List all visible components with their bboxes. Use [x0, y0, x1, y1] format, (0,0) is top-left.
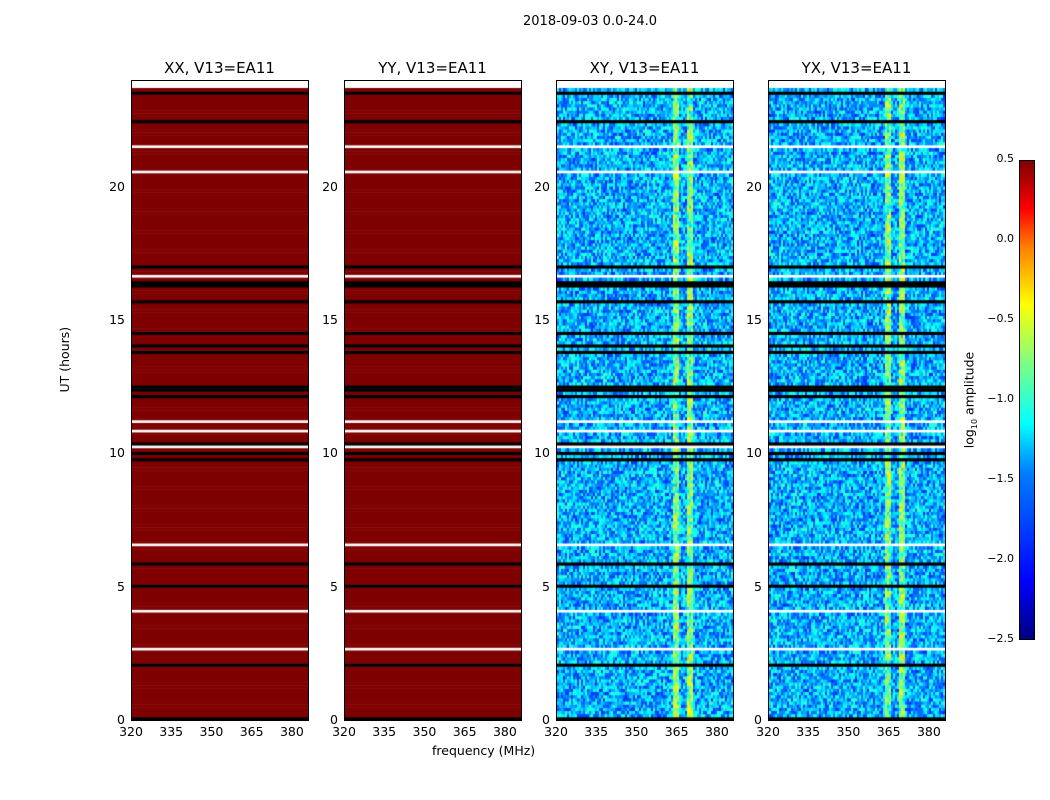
panel-title: YX, V13=EA11 — [801, 59, 912, 77]
x-tick-label: 380 — [279, 724, 304, 739]
x-tick-label: 365 — [452, 724, 477, 739]
colorbar-tick-label: −2.5 — [987, 632, 1014, 645]
heatmap-panel — [344, 80, 522, 721]
figure-title: 2018-09-03 0.0-24.0 — [523, 14, 657, 29]
x-tick-label: 320 — [119, 724, 143, 739]
y-tick-label: 10 — [109, 445, 125, 461]
x-tick-label: 365 — [239, 724, 264, 739]
y-tick-label: 15 — [534, 312, 550, 327]
x-tick-label: 380 — [704, 724, 729, 739]
y-tick-label: 5 — [754, 578, 762, 594]
x-tick-label: 335 — [584, 724, 609, 739]
x-tick-label: 350 — [412, 724, 437, 739]
y-tick-label: 5 — [117, 578, 125, 594]
x-tick-label: 380 — [492, 724, 517, 739]
heatmap-panel — [131, 80, 309, 721]
x-axis-label: frequency (MHz) — [432, 743, 536, 758]
y-tick-label: 5 — [330, 578, 338, 594]
x-tick-label: 320 — [544, 724, 568, 739]
x-tick-label: 335 — [372, 724, 397, 739]
colorbar-tick-label: −2.0 — [987, 552, 1014, 565]
heatmap-panel — [556, 80, 734, 721]
colorbar-tick-label: −1.5 — [987, 472, 1014, 485]
y-tick-label: 20 — [746, 178, 762, 194]
colorbar-tick-label: 0.5 — [996, 152, 1015, 165]
panel-title: YY, V13=EA11 — [378, 59, 487, 77]
x-tick-label: 335 — [159, 724, 184, 739]
heatmap-cells — [557, 81, 733, 720]
y-tick-label: 0 — [542, 712, 550, 727]
y-tick-label: 10 — [746, 445, 762, 461]
heatmap-cells — [769, 81, 945, 720]
y-tick-label: 15 — [109, 312, 125, 327]
y-tick-label: 15 — [746, 312, 762, 327]
x-tick-label: 350 — [624, 724, 649, 739]
heatmap-cells — [345, 81, 521, 720]
panel-title: XX, V13=EA11 — [164, 59, 275, 77]
panel-title: XY, V13=EA11 — [589, 59, 700, 77]
y-tick-label: 0 — [117, 712, 125, 727]
y-tick-label: 5 — [542, 578, 550, 594]
colorbar-label: log10 amplitude — [961, 351, 979, 449]
heatmap-cells — [132, 81, 308, 720]
y-tick-label: 10 — [534, 445, 550, 461]
y-axis-label: UT (hours) — [57, 326, 73, 393]
y-tick-label: 20 — [109, 178, 125, 194]
x-tick-label: 320 — [756, 724, 780, 739]
colorbar-tick-label: −1.0 — [987, 392, 1014, 405]
colorbar-tick-label: −0.5 — [987, 312, 1014, 325]
y-tick-label: 20 — [534, 178, 550, 194]
y-tick-label: 0 — [754, 712, 762, 727]
colorbar-tick-label: 0.0 — [996, 232, 1015, 245]
x-tick-label: 320 — [332, 724, 356, 739]
heatmap-panel — [768, 80, 946, 721]
x-tick-label: 380 — [916, 724, 941, 739]
x-tick-label: 365 — [876, 724, 901, 739]
x-tick-label: 350 — [199, 724, 224, 739]
x-tick-label: 365 — [664, 724, 689, 739]
y-tick-label: 0 — [330, 712, 338, 727]
x-tick-label: 350 — [836, 724, 861, 739]
y-tick-label: 15 — [322, 312, 338, 327]
y-tick-label: 20 — [322, 178, 338, 194]
colorbar — [1019, 160, 1035, 640]
x-tick-label: 335 — [796, 724, 821, 739]
y-tick-label: 10 — [322, 445, 338, 461]
